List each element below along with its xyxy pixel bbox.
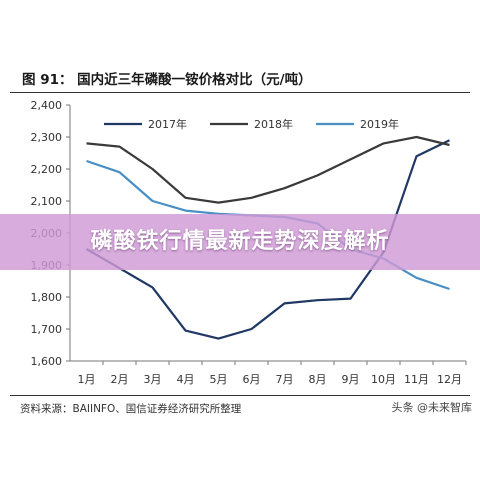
x-tick-label: 3月 [144,373,162,386]
x-tick-label: 7月 [276,373,294,386]
x-tick-label: 5月 [210,373,228,386]
x-tick-label: 8月 [309,373,327,386]
legend-label: 2017年 [148,117,187,131]
y-tick-label: 1,700 [31,323,63,336]
watermark-text: 头条 @未来智库 [391,401,473,414]
source-rule [10,395,470,396]
x-tick-label: 2月 [111,373,129,386]
title-rule [10,92,470,93]
x-tick-label: 4月 [177,373,195,386]
source-note: 资料来源：BAIINFO、国信证券经济研究所整理 [20,403,242,415]
y-tick-label: 1,800 [31,291,63,304]
chart-title: 图 91： 国内近三年磷酸一铵价格对比（元/吨） [22,72,312,88]
y-tick-label: 2,400 [31,99,63,112]
x-tick-label: 9月 [342,373,360,386]
x-tick-label: 11月 [404,373,429,386]
chart-legend: 2017年 2018年 2019年 [104,117,399,131]
legend-label: 2018年 [254,117,293,131]
x-tick-label: 12月 [437,373,462,386]
y-tick-label: 2,300 [31,131,63,144]
y-tick-label: 2,200 [31,163,63,176]
x-tick-label: 10月 [371,373,396,386]
legend-label: 2019年 [360,117,399,131]
x-tick-label: 1月 [78,373,96,386]
x-tick-label: 6月 [243,373,261,386]
chart-axes: 1,6001,7001,8001,9002,0002,1002,2002,300… [31,99,467,386]
y-tick-label: 1,600 [31,355,63,368]
headline-text: 磷酸铁行情最新走势深度解析 [90,229,390,254]
y-tick-label: 2,100 [31,195,63,208]
headline-banner [0,214,480,270]
series-line-2018年 [86,135,450,204]
